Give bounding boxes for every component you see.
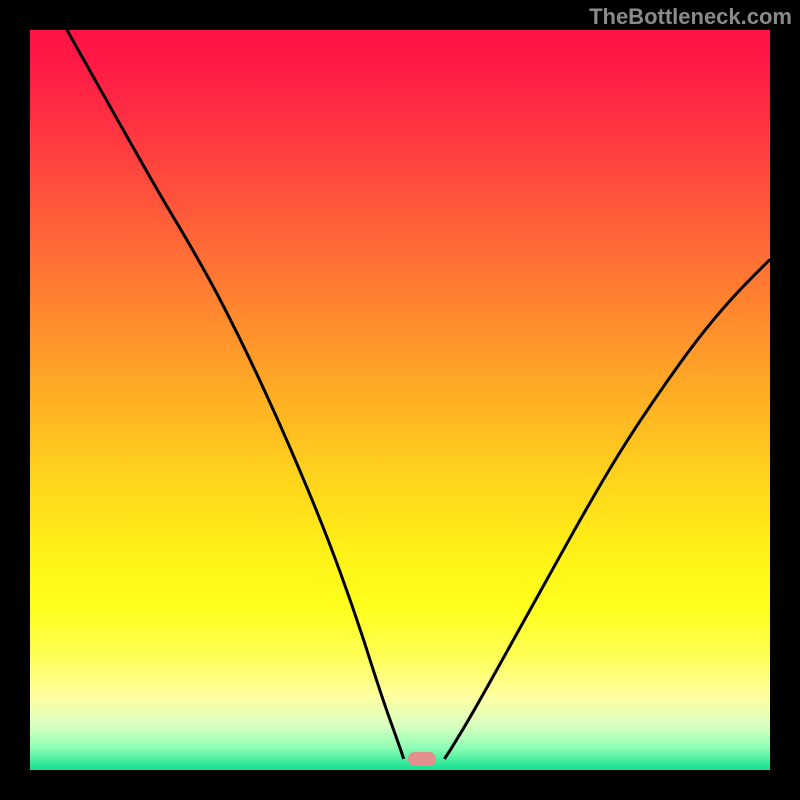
left-curve [67, 30, 404, 759]
chart-container: TheBottleneck.com [0, 0, 800, 800]
right-curve [444, 259, 770, 759]
value-marker [408, 752, 436, 766]
plot-area [30, 30, 770, 770]
watermark-text: TheBottleneck.com [589, 4, 792, 30]
curve-layer [30, 30, 770, 770]
